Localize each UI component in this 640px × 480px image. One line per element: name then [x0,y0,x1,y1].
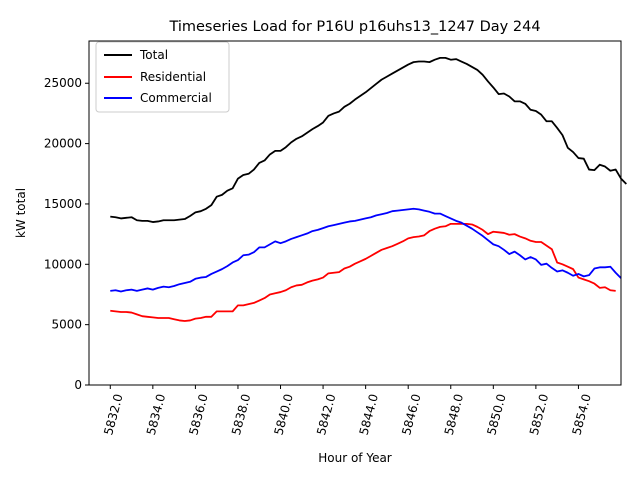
series-line-residential [110,222,616,322]
series-line-commercial [110,207,622,293]
y-tick-label: 15000 [44,197,82,211]
legend-box [95,41,230,113]
x-axis-label: Hour of Year [318,451,392,465]
plot-frame [88,40,622,386]
y-tick-label: 25000 [44,76,82,90]
series-line-total [110,57,627,223]
legend-label-commercial: Commercial [140,91,212,105]
y-axis-ticks: 0 5000 10000 15000 20000 25000 [44,76,89,392]
y-tick-label: 0 [74,378,82,392]
y-axis-label: kW total [14,188,28,238]
chart-title: Timeseries Load for P16U p16uhs13_1247 D… [168,19,540,35]
legend-label-residential: Residential [140,70,206,84]
y-tick-label: 5000 [51,318,82,332]
legend: Total Residential Commercial [95,41,230,113]
y-tick-label: 20000 [44,137,82,151]
y-tick-label: 10000 [44,257,82,271]
legend-label-total: Total [139,48,168,62]
series-layer [110,57,627,322]
